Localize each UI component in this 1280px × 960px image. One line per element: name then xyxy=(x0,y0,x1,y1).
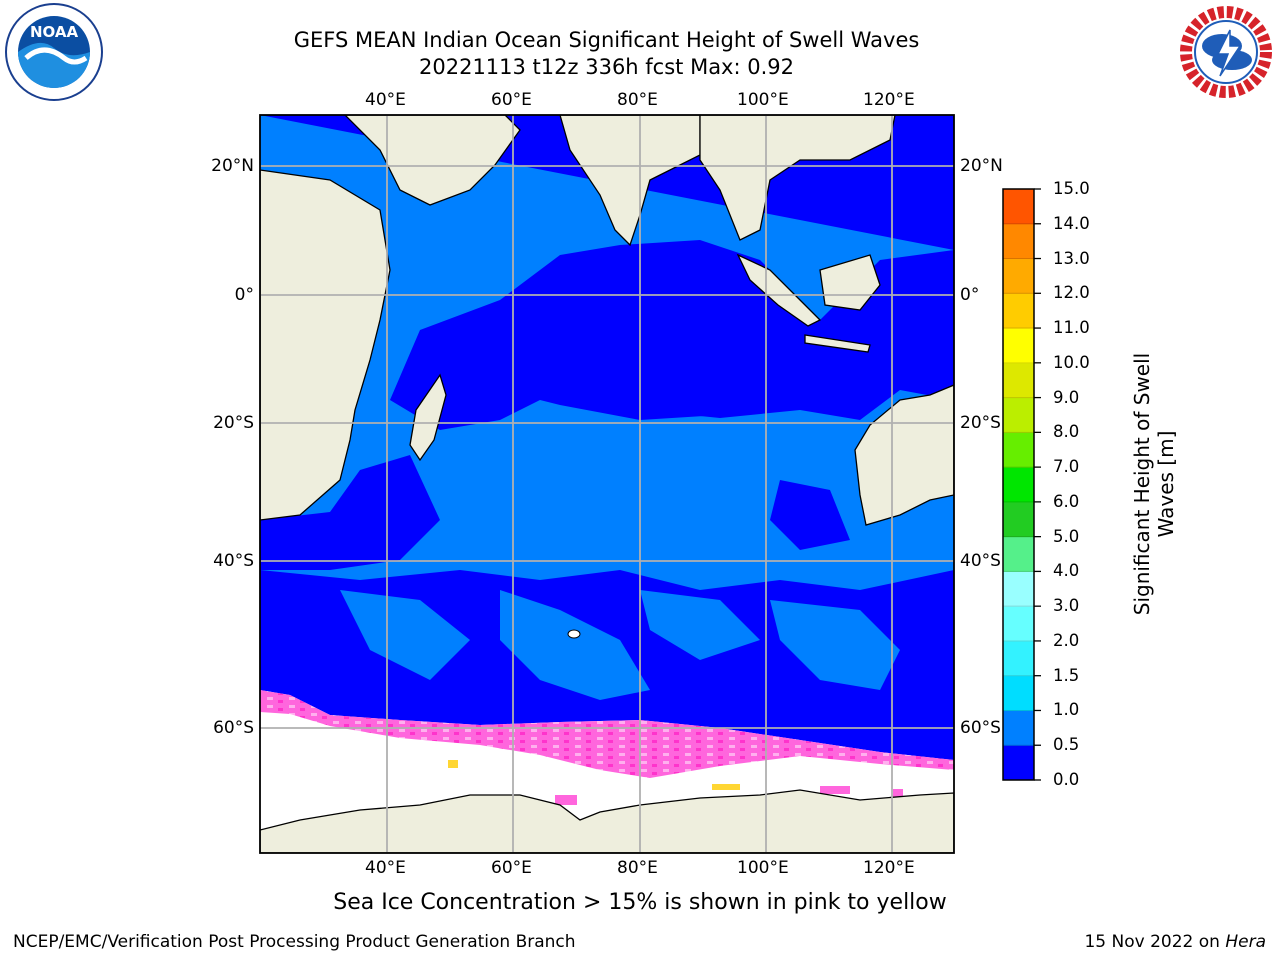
colorbar-segment xyxy=(1003,606,1034,642)
map-subtitle: 20221113 t12z 336h fcst Max: 0.92 xyxy=(419,55,794,79)
land-borneo xyxy=(819,254,881,311)
colorbar-tick-label: 3.0 xyxy=(1053,596,1080,616)
colorbar-tick-label: 14.0 xyxy=(1053,213,1090,233)
colorbar-tick-label: 0.0 xyxy=(1053,770,1080,789)
land-madagascar xyxy=(409,373,447,462)
colorbar-tick-label: 4.0 xyxy=(1053,561,1080,581)
colorbar-tick-label: 15.0 xyxy=(1053,179,1090,198)
noaa-text: NOAA xyxy=(30,23,79,41)
colorbar-segment xyxy=(1003,362,1034,399)
map-title: GEFS MEAN Indian Ocean Significant Heigh… xyxy=(293,28,920,52)
colorbar xyxy=(1003,188,1041,781)
colorbar-segment xyxy=(1003,675,1034,711)
colorbar-tick-label: 6.0 xyxy=(1053,491,1080,511)
lon-tick-bottom-80e: 80°E xyxy=(617,858,658,878)
lon-tick-top-100e: 100°E xyxy=(737,90,789,110)
lat-tick-right-20n: 20°N xyxy=(960,156,1003,176)
noaa-logo-icon: NOAA xyxy=(5,3,103,101)
colorbar-segment xyxy=(1003,536,1034,572)
colorbar-segment xyxy=(1003,432,1034,468)
lon-tick-top-40e: 40°E xyxy=(365,90,406,110)
colorbar-segment xyxy=(1003,258,1034,294)
lon-tick-bottom-120e: 120°E xyxy=(863,858,915,878)
colorbar-segment xyxy=(1003,640,1034,677)
land-australia xyxy=(854,384,954,526)
colorbar-segment xyxy=(1003,293,1034,329)
lon-tick-top-120e: 120°E xyxy=(863,90,915,110)
lat-tick-right-0: 0° xyxy=(960,285,980,305)
nws-logo-icon xyxy=(1178,4,1274,100)
colorbar-tick-label: 8.0 xyxy=(1053,422,1080,442)
colorbar-tick-label: 10.0 xyxy=(1053,352,1090,372)
colorbar-segment xyxy=(1003,467,1034,503)
colorbar-tick-label: 1.5 xyxy=(1053,665,1080,685)
land-sumatra xyxy=(736,253,822,327)
colorbar-segment xyxy=(1003,397,1034,433)
lat-tick-left-60s: 60°S xyxy=(213,718,254,738)
colorbar-label: Significant Height of Swell Waves [m] xyxy=(1130,352,1178,616)
lon-tick-bottom-60e: 60°E xyxy=(491,858,532,878)
lat-tick-left-0: 0° xyxy=(234,285,254,305)
colorbar-segment xyxy=(1003,745,1034,781)
footer-machine: Hera xyxy=(1225,932,1266,952)
lat-tick-right-20s: 20°S xyxy=(960,413,1001,433)
colorbar-tick-label: 0.5 xyxy=(1053,735,1080,755)
map-frame xyxy=(259,114,955,854)
colorbar-segment xyxy=(1003,501,1034,538)
sea-ice-caption: Sea Ice Concentration > 15% is shown in … xyxy=(333,890,947,915)
colorbar-tick-label: 13.0 xyxy=(1053,248,1090,268)
lat-tick-right-60s: 60°S xyxy=(960,718,1001,738)
colorbar-tick-label: 1.0 xyxy=(1053,700,1080,720)
lat-tick-left-40s: 40°S xyxy=(213,551,254,571)
sea-ice-pink-band xyxy=(260,690,954,778)
colorbar-segment xyxy=(1003,328,1034,364)
lon-tick-bottom-100e: 100°E xyxy=(737,858,789,878)
colorbar-tick-label: 5.0 xyxy=(1053,526,1080,546)
colorbar-tick-label: 9.0 xyxy=(1053,387,1080,407)
lon-tick-top-80e: 80°E xyxy=(617,90,658,110)
lat-tick-left-20s: 20°S xyxy=(213,413,254,433)
footer-date-text: 15 Nov 2022 on xyxy=(1084,932,1226,952)
colorbar-tick-label: 12.0 xyxy=(1053,283,1090,303)
colorbar-segment xyxy=(1003,189,1034,225)
colorbar-tick-label: 2.0 xyxy=(1053,630,1080,650)
land-africa xyxy=(260,169,391,521)
colorbar-segment xyxy=(1003,710,1034,746)
lon-tick-bottom-40e: 40°E xyxy=(365,858,406,878)
colorbar-tick-label: 11.0 xyxy=(1053,318,1090,338)
lon-tick-top-60e: 60°E xyxy=(491,90,532,110)
colorbar-segment xyxy=(1003,571,1034,607)
map-gridlines xyxy=(260,115,954,853)
footer-credit: NCEP/EMC/Verification Post Processing Pr… xyxy=(13,932,576,952)
colorbar-tick-label: 7.0 xyxy=(1053,457,1080,477)
footer-date: 15 Nov 2022 on Hera xyxy=(1084,932,1266,952)
lat-tick-left-20n: 20°N xyxy=(211,156,254,176)
colorbar-segment xyxy=(1003,223,1034,260)
swell-0-0-5-north xyxy=(260,115,954,430)
lat-tick-right-40s: 40°S xyxy=(960,551,1001,571)
